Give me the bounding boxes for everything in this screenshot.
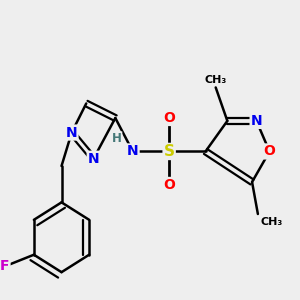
Text: N: N	[127, 145, 139, 158]
Text: O: O	[264, 145, 275, 158]
Text: H: H	[112, 132, 122, 145]
Text: N: N	[88, 152, 99, 166]
Text: CH₃: CH₃	[205, 74, 227, 85]
Text: S: S	[164, 144, 175, 159]
Text: O: O	[163, 111, 175, 125]
Text: CH₃: CH₃	[261, 217, 283, 227]
Text: O: O	[163, 178, 175, 192]
Text: N: N	[66, 125, 77, 140]
Text: N: N	[250, 114, 262, 128]
Text: F: F	[0, 260, 10, 273]
